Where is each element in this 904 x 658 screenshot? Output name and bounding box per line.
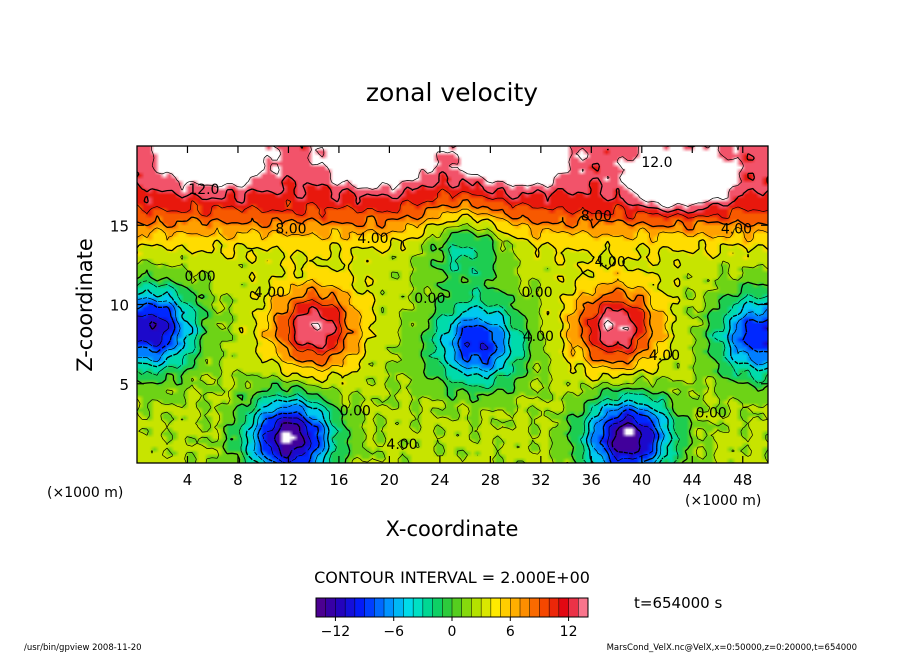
colorbar-tick-label: −6 bbox=[383, 624, 404, 640]
colorbar-bin bbox=[500, 598, 511, 617]
x-tick-label: 44 bbox=[683, 471, 702, 489]
x-tick-label: 4 bbox=[183, 471, 193, 489]
contour-label: 12.0 bbox=[641, 155, 672, 171]
heatmap-image bbox=[137, 146, 768, 463]
contour-label: 4.00 bbox=[595, 255, 626, 271]
colorbar-bin bbox=[442, 598, 453, 617]
x-tick-label: 16 bbox=[329, 471, 348, 489]
colorbar-bin bbox=[432, 598, 443, 617]
colorbar-bin bbox=[529, 598, 540, 617]
colorbar-bin bbox=[384, 598, 395, 617]
contour-line bbox=[137, 288, 768, 463]
contour-line bbox=[137, 188, 768, 356]
y-tick-label: 5 bbox=[119, 376, 129, 394]
x-tick-label: 40 bbox=[632, 471, 651, 489]
colorbar-bin bbox=[452, 598, 463, 617]
colorbar-bin bbox=[461, 598, 472, 617]
contour-label: 4.00 bbox=[254, 285, 285, 301]
colorbar-bin bbox=[510, 598, 521, 617]
y-tick-label: 15 bbox=[110, 217, 129, 235]
contour-line bbox=[148, 320, 643, 459]
contour-label: 4.00 bbox=[357, 231, 388, 247]
x-axis-ticks: 4 8 12 16 20 24 28 32 36 40 44 48 bbox=[183, 146, 752, 489]
y-axis-ticks: 5 10 15 bbox=[110, 217, 768, 394]
contour-line bbox=[137, 223, 768, 463]
x-tick-label: 28 bbox=[481, 471, 500, 489]
colorbar-tick-label: 0 bbox=[448, 624, 457, 640]
contour-line bbox=[137, 302, 768, 463]
colorbar-bin bbox=[345, 598, 356, 617]
footer-left: /usr/bin/gpview 2008-11-20 bbox=[24, 643, 142, 653]
contour-line bbox=[137, 146, 768, 350]
colorbar-bin bbox=[549, 598, 560, 617]
colorbar-bin bbox=[578, 598, 589, 617]
x-axis-label: X-coordinate bbox=[386, 517, 519, 541]
x-tick-label: 24 bbox=[430, 471, 449, 489]
contour-line bbox=[137, 297, 768, 463]
colorbar bbox=[315, 597, 589, 618]
contour-label: 0.00 bbox=[696, 405, 727, 421]
colorbar-tick-label: 12 bbox=[560, 624, 578, 640]
colorbar-tick-label: 6 bbox=[506, 624, 515, 640]
colorbar-bin bbox=[558, 598, 569, 617]
colorbar-bin bbox=[364, 598, 375, 617]
contour-label: 0.00 bbox=[414, 291, 445, 307]
y-tick-label: 10 bbox=[110, 297, 129, 315]
colorbar-bin bbox=[403, 598, 414, 617]
x-tick-label: 8 bbox=[233, 471, 243, 489]
x-unit-right: (×1000 m) bbox=[685, 493, 761, 509]
y-axis-label: Z-coordinate bbox=[73, 238, 97, 372]
time-label: t=654000 s bbox=[634, 594, 722, 612]
contour-line bbox=[137, 229, 768, 463]
contour-line bbox=[137, 198, 768, 367]
colorbar-bin bbox=[520, 598, 531, 617]
colorbar-ticks: −12 −6 0 6 12 bbox=[321, 617, 578, 640]
x-tick-label: 36 bbox=[582, 471, 601, 489]
colorbar-bin bbox=[490, 598, 501, 617]
colorbar-tick-label: −12 bbox=[321, 624, 351, 640]
contour-line bbox=[151, 146, 744, 332]
contour-labels: 12.0 12.0 8.00 8.00 4.00 4.00 4.00 4.00 4.00 4.00… bbox=[185, 155, 753, 453]
contour-label: 8.00 bbox=[581, 209, 612, 225]
contour-label: 8.00 bbox=[275, 221, 306, 237]
colorbar-bin bbox=[335, 598, 346, 617]
contour-interval: CONTOUR INTERVAL = 2.000E+00 bbox=[314, 568, 590, 587]
colorbar-bin bbox=[374, 598, 385, 617]
heatmap-field bbox=[137, 146, 768, 463]
colorbar-bin bbox=[539, 598, 550, 617]
contour-label: 4.00 bbox=[523, 329, 554, 345]
contour-line bbox=[137, 244, 768, 463]
x-tick-label: 48 bbox=[733, 471, 752, 489]
colorbar-bin bbox=[316, 598, 327, 617]
colorbar-bin bbox=[354, 598, 365, 617]
x-tick-label: 32 bbox=[531, 471, 550, 489]
colorbar-bin bbox=[393, 598, 404, 617]
colorbar-bin bbox=[471, 598, 482, 617]
contour-label: 12.0 bbox=[188, 182, 219, 198]
contour-label: 0.00 bbox=[185, 269, 216, 285]
chart-title: zonal velocity bbox=[366, 78, 538, 107]
contour-label: 4.00 bbox=[721, 221, 752, 237]
contour-label: 4.00 bbox=[386, 437, 417, 453]
x-unit-left: (×1000 m) bbox=[47, 485, 123, 501]
colorbar-bin bbox=[422, 598, 433, 617]
contour-line bbox=[137, 208, 768, 372]
colorbar-bin bbox=[413, 598, 424, 617]
colorbar-bin bbox=[568, 598, 579, 617]
contour-label: 4.00 bbox=[649, 348, 680, 364]
contour-lines bbox=[137, 146, 768, 463]
colorbar-bin bbox=[481, 598, 492, 617]
contour-line bbox=[137, 213, 768, 385]
contour-label: 0.00 bbox=[521, 285, 552, 301]
footer-right: MarsCond_VelX.nc@VelX,x=0:50000,z=0:2000… bbox=[607, 643, 857, 653]
colorbar-bin bbox=[325, 598, 336, 617]
x-tick-label: 20 bbox=[380, 471, 399, 489]
contour-label: 0.00 bbox=[340, 404, 371, 420]
x-tick-label: 12 bbox=[279, 471, 298, 489]
